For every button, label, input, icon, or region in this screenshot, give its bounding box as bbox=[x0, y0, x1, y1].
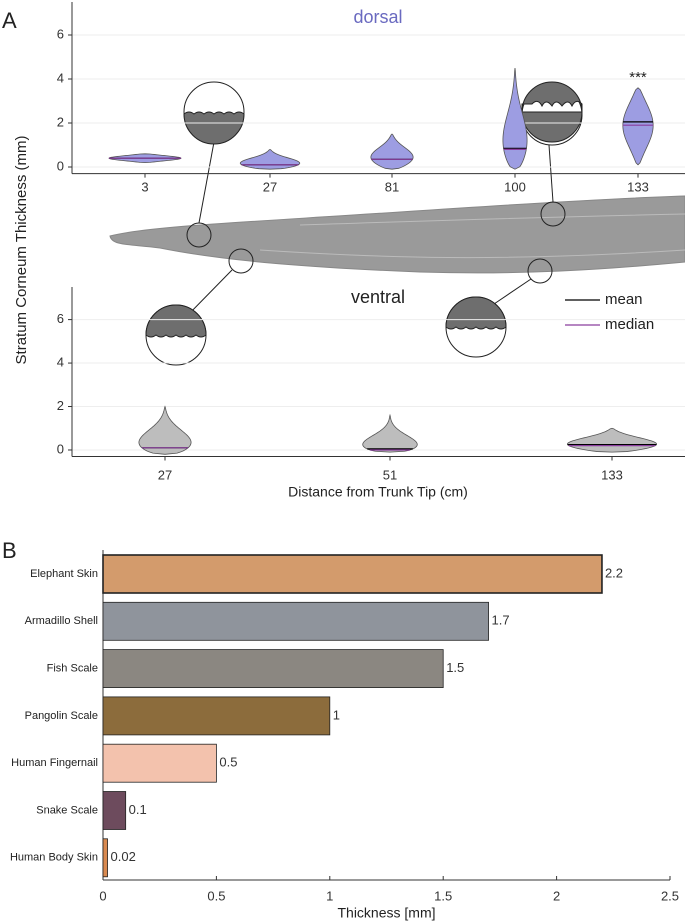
chart-title: ventral bbox=[351, 287, 405, 307]
x-tick-label: 2 bbox=[553, 888, 560, 903]
violin bbox=[138, 405, 192, 455]
x-axis-label: Distance from Trunk Tip (cm) bbox=[288, 484, 468, 500]
panel-label: A bbox=[2, 8, 17, 33]
trunk-image bbox=[109, 81, 685, 366]
x-tick-label: 2.5 bbox=[661, 888, 679, 903]
violin bbox=[622, 87, 654, 166]
legend-label: median bbox=[605, 316, 654, 333]
value-label: 0.5 bbox=[219, 755, 237, 770]
x-axis-label: Thickness [mm] bbox=[337, 905, 435, 921]
annotation: *** bbox=[629, 69, 647, 86]
y-tick-label: 0 bbox=[57, 158, 64, 173]
x-tick-label: 81 bbox=[385, 179, 399, 194]
value-label: 0.1 bbox=[129, 802, 147, 817]
category-label: Elephant Skin bbox=[30, 568, 98, 580]
panel-label: B bbox=[2, 538, 17, 563]
x-tick-label: 100 bbox=[504, 179, 526, 194]
violin bbox=[239, 148, 301, 170]
category-label: Human Fingernail bbox=[11, 757, 98, 769]
category-label: Pangolin Scale bbox=[25, 710, 98, 722]
value-label: 1 bbox=[333, 707, 340, 722]
value-label: 2.2 bbox=[605, 565, 623, 580]
violin bbox=[370, 133, 414, 170]
x-tick-label: 133 bbox=[601, 467, 623, 482]
x-tick-label: 27 bbox=[263, 179, 277, 194]
x-tick-label: 27 bbox=[158, 467, 172, 482]
category-label: Fish Scale bbox=[47, 663, 98, 675]
bar bbox=[102, 601, 489, 641]
y-tick-label: 6 bbox=[57, 311, 64, 326]
category-label: Human Body Skin bbox=[10, 852, 98, 864]
bar bbox=[102, 696, 331, 736]
x-tick-label: 0.5 bbox=[207, 888, 225, 903]
value-label: 0.02 bbox=[111, 849, 136, 864]
category-label: Armadillo Shell bbox=[25, 615, 98, 627]
x-tick-label: 1.5 bbox=[434, 888, 452, 903]
bar bbox=[102, 649, 444, 688]
y-tick-label: 6 bbox=[57, 26, 64, 41]
y-tick-label: 2 bbox=[57, 398, 64, 413]
y-tick-label: 4 bbox=[57, 354, 64, 369]
bar bbox=[102, 743, 217, 783]
x-tick-label: 133 bbox=[627, 179, 649, 194]
y-tick-label: 2 bbox=[57, 114, 64, 129]
x-tick-label: 0 bbox=[99, 888, 106, 903]
violin bbox=[567, 427, 657, 453]
x-tick-label: 1 bbox=[326, 888, 333, 903]
y-tick-label: 4 bbox=[57, 70, 64, 85]
value-label: 1.7 bbox=[492, 613, 510, 628]
legend-label: mean bbox=[605, 291, 643, 308]
x-tick-label: 51 bbox=[383, 467, 397, 482]
bar bbox=[102, 554, 603, 594]
y-axis-label: Stratum Corneum Thickness (mm) bbox=[13, 136, 30, 365]
violin bbox=[502, 67, 528, 170]
y-tick-label: 0 bbox=[57, 441, 64, 456]
x-tick-label: 3 bbox=[141, 179, 148, 194]
value-label: 1.5 bbox=[446, 660, 464, 675]
chart-title: dorsal bbox=[353, 7, 402, 27]
violin bbox=[362, 413, 418, 453]
bar bbox=[102, 838, 108, 878]
category-label: Snake Scale bbox=[36, 804, 98, 816]
bar bbox=[102, 791, 127, 830]
